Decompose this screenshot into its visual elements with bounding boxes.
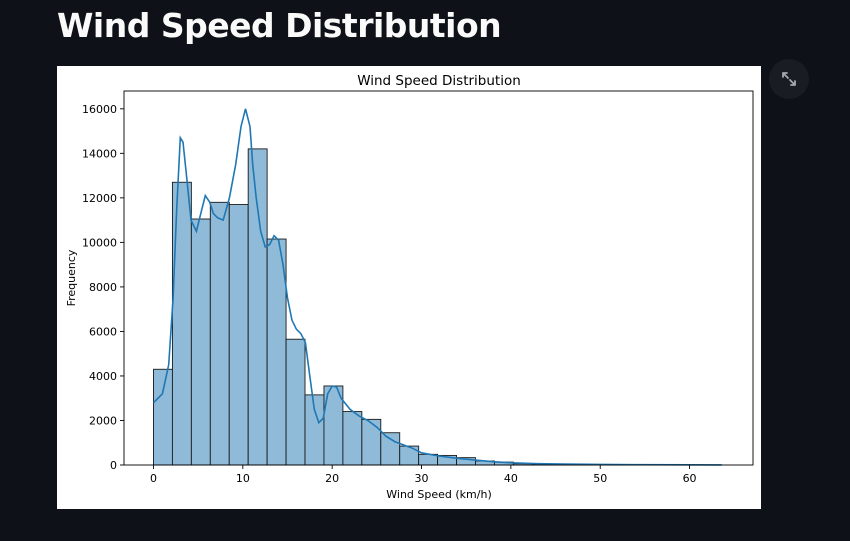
histogram-bar bbox=[266, 238, 287, 466]
chart-title: Wind Speed Distribution bbox=[357, 73, 521, 89]
histogram-chart: Wind Speed Distribution 0 10 20 30 40 50 60 0 2… bbox=[65, 73, 754, 501]
y-tick-label: 0 bbox=[110, 459, 117, 472]
y-axis-label: Frequency bbox=[65, 249, 78, 306]
histogram-bar bbox=[285, 338, 306, 466]
x-tick-label: 20 bbox=[325, 472, 339, 485]
x-tick-label: 60 bbox=[683, 472, 697, 485]
histogram-bar bbox=[399, 445, 420, 466]
y-tick-label: 12000 bbox=[82, 192, 117, 205]
histogram-bar bbox=[380, 432, 401, 466]
page-title: Wind Speed Distribution bbox=[57, 6, 502, 45]
kde-line bbox=[152, 108, 722, 466]
y-tick-label: 16000 bbox=[82, 103, 117, 116]
histogram-bar bbox=[228, 204, 249, 466]
histogram-bar bbox=[190, 218, 211, 466]
histogram-bar bbox=[153, 368, 173, 466]
y-tick-label: 10000 bbox=[82, 236, 117, 249]
fullscreen-button[interactable] bbox=[769, 59, 809, 99]
plot-frame bbox=[123, 90, 754, 466]
chart-figure: Wind Speed Distribution 0 10 20 30 40 50 60 0 2… bbox=[57, 66, 761, 509]
histogram-bar bbox=[247, 148, 268, 466]
y-tick-label: 14000 bbox=[82, 147, 117, 160]
x-tick-label: 0 bbox=[150, 472, 157, 485]
x-tick-label: 40 bbox=[504, 472, 518, 485]
histogram-bar bbox=[361, 418, 382, 466]
x-tick-label: 30 bbox=[415, 472, 429, 485]
y-tick-label: 4000 bbox=[89, 370, 117, 383]
x-axis-label: Wind Speed (km/h) bbox=[386, 488, 491, 501]
fullscreen-expand-icon bbox=[782, 72, 796, 86]
y-tick-label: 8000 bbox=[89, 281, 117, 294]
histogram-bar bbox=[209, 201, 230, 466]
x-tick-label: 50 bbox=[593, 472, 607, 485]
x-tick-label: 10 bbox=[236, 472, 250, 485]
histogram-bar bbox=[342, 411, 363, 466]
y-tick-label: 2000 bbox=[89, 414, 117, 427]
y-tick-label: 6000 bbox=[89, 325, 117, 338]
